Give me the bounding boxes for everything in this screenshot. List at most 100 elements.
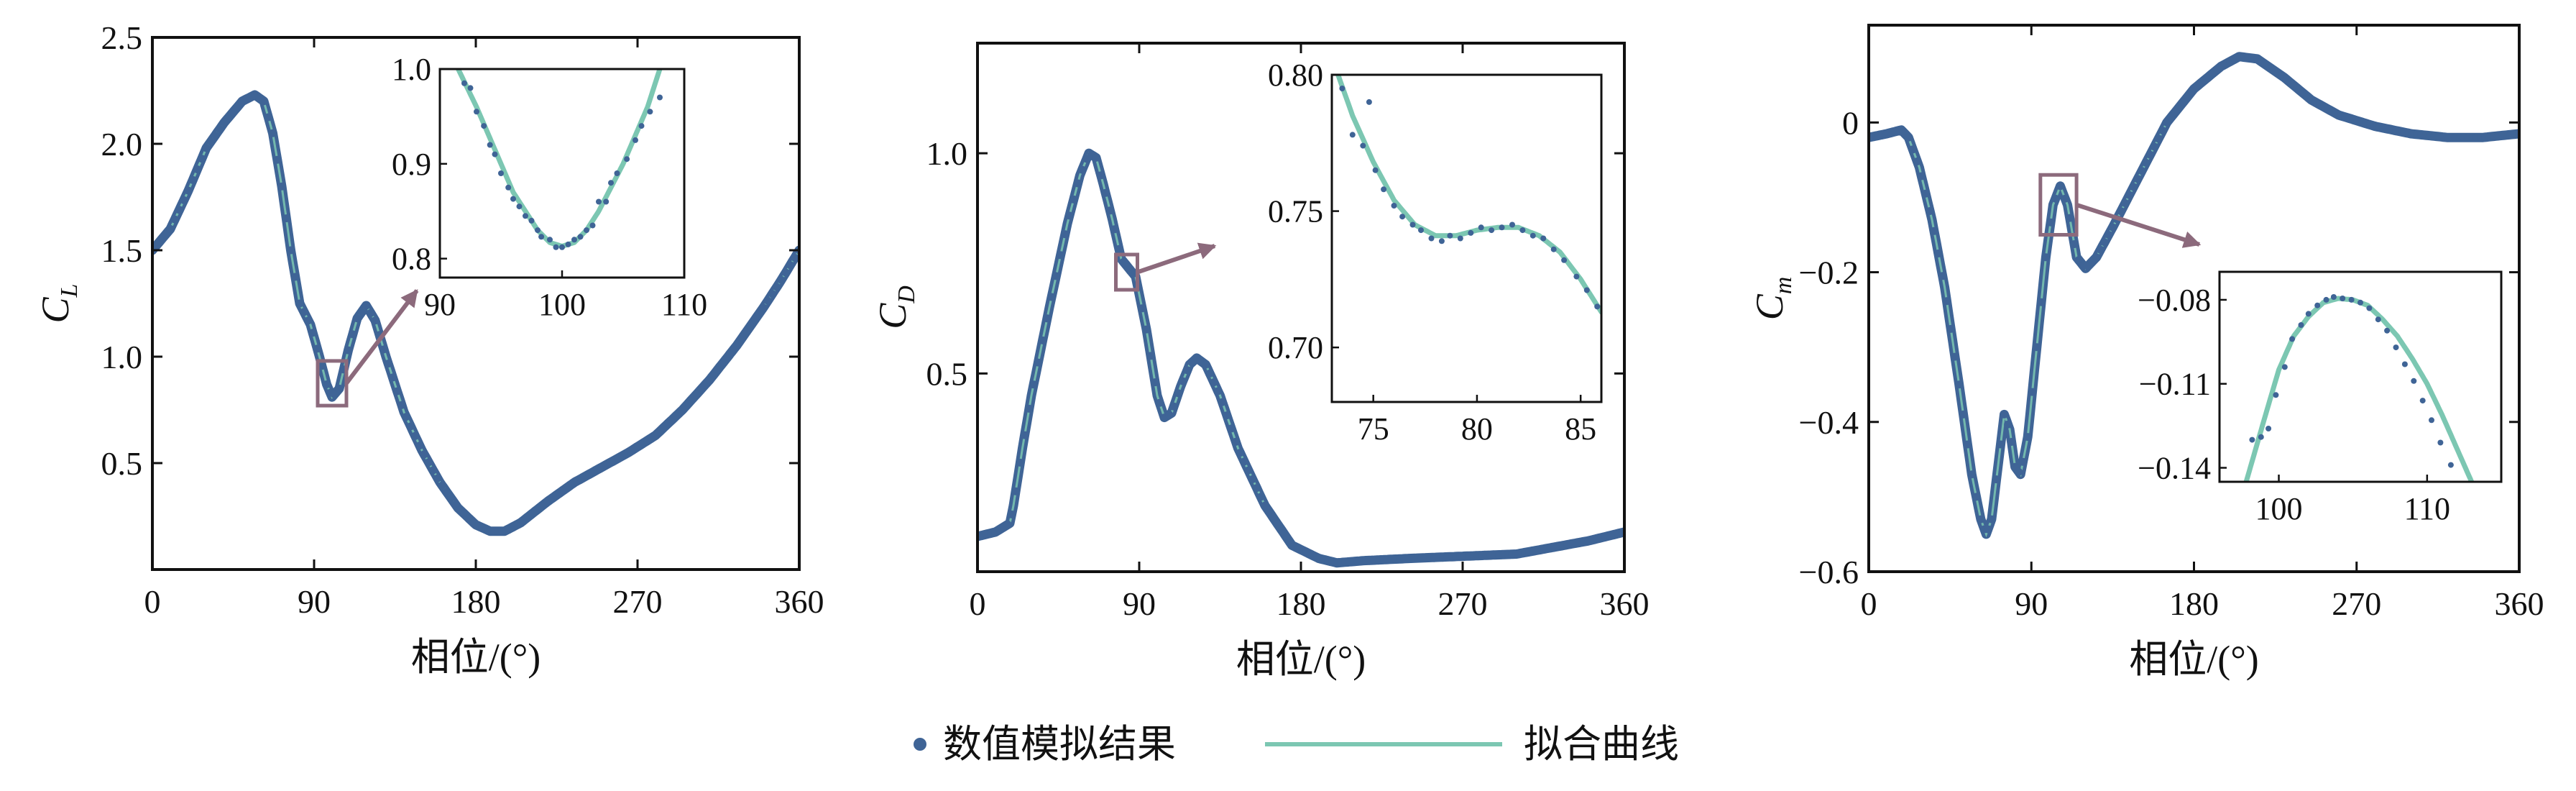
inset-y-tick-label: 0.70 [1268,330,1323,365]
data-point [1967,470,1976,479]
data-point [1231,437,1240,446]
inset-data-point [577,234,584,240]
data-point [1938,272,1947,280]
data-point [1119,257,1128,266]
inset-data-point [2340,296,2346,301]
data-point [291,273,300,281]
data-point [1227,424,1236,433]
data-point [2066,214,2074,222]
y-tick-label: 1.5 [101,232,143,269]
inset-background [1332,75,1601,402]
data-point [259,97,268,106]
data-point [433,474,442,483]
data-point [402,413,410,421]
data-point [442,488,451,496]
data-point [2000,410,2008,419]
x-tick-label: 360 [2495,585,2544,622]
data-point [188,175,197,184]
y-axis-label-subscript: D [893,285,920,304]
data-point [1043,314,1052,323]
inset-y-tick-label: −0.08 [2138,283,2211,318]
data-point [1174,389,1182,398]
x-tick-label: 360 [775,583,824,620]
data-point [1240,457,1248,466]
data-point [180,196,188,204]
inset-data-point [1489,227,1495,234]
data-point [1205,369,1214,378]
data-point [2125,191,2134,199]
inset-data-point [535,227,540,234]
inset-x-tick-label: 75 [1358,411,1389,447]
inset-x-tick-label: 110 [661,287,707,322]
data-point [2121,199,2130,207]
data-point [1963,440,1972,449]
data-point [2046,218,2055,227]
data-point [1282,532,1290,540]
data-point [1169,402,1178,411]
y-axis-label: CD [871,285,920,329]
data-point [1977,515,1985,523]
inset-data-point [2298,322,2304,328]
data-point [1124,263,1133,272]
inset-data-point [1468,229,1474,236]
inset-data-point [523,213,528,219]
data-point [1997,440,2005,449]
data-point [1930,227,1938,235]
data-point [2117,207,2125,216]
data-point [1142,325,1151,334]
inset-data-point [1418,227,1424,234]
data-point [2004,420,2012,429]
data-point [1913,157,1921,165]
inset-data-point [565,241,571,247]
data-point [1926,207,1934,215]
data-point [1261,501,1269,510]
data-point [429,466,438,475]
zoom-arrow [2076,203,2202,248]
data-point [349,330,357,339]
data-point [2061,194,2069,203]
inset-data-point [647,109,653,115]
y-axis-label-main: C [1748,293,1791,320]
inset-data-point [2305,311,2312,317]
inset-data-point [2393,344,2399,351]
inset-data-point [481,123,487,129]
inset-data-point [632,137,638,143]
data-point [406,422,415,431]
data-point [742,327,751,336]
inset-data-point [2348,296,2355,303]
inset-y-tick-label: −0.14 [2138,451,2211,486]
x-tick-label: 270 [1438,585,1488,622]
data-point [300,308,308,316]
inset-data-point [596,198,602,205]
inset-data-point [1366,99,1372,105]
legend-scatter-label: 数值模拟结果 [943,723,1176,766]
inset-data-point [584,227,589,234]
data-point [420,450,428,459]
inset-y-tick-label: 0.80 [1268,58,1323,93]
data-point [166,224,175,233]
data-point [1917,172,1926,180]
data-point [738,333,747,342]
data-point [1065,211,1074,220]
inset-data-point [1457,235,1463,242]
y-tick-label: 0 [1842,104,1859,141]
data-point [2138,167,2146,175]
data-point [384,360,392,368]
inset-data-point [1447,232,1453,239]
x-tick-label: 270 [2332,585,2381,622]
data-point [1253,484,1261,493]
data-point [755,309,763,318]
inset-data-point [510,196,516,202]
data-point [730,344,739,353]
inset-y-tick-label: 0.8 [392,242,431,277]
inset-data-point [571,237,577,243]
data-point [371,316,380,325]
data-point [1269,513,1277,522]
data-point [1223,411,1231,420]
inset-data-point [1499,224,1505,231]
data-point [357,308,366,316]
data-point [1943,297,1951,306]
inset-data-point [1339,86,1346,91]
inset-Cm: 100 110 −0.14 −0.11 −0.08 [2138,270,2503,526]
